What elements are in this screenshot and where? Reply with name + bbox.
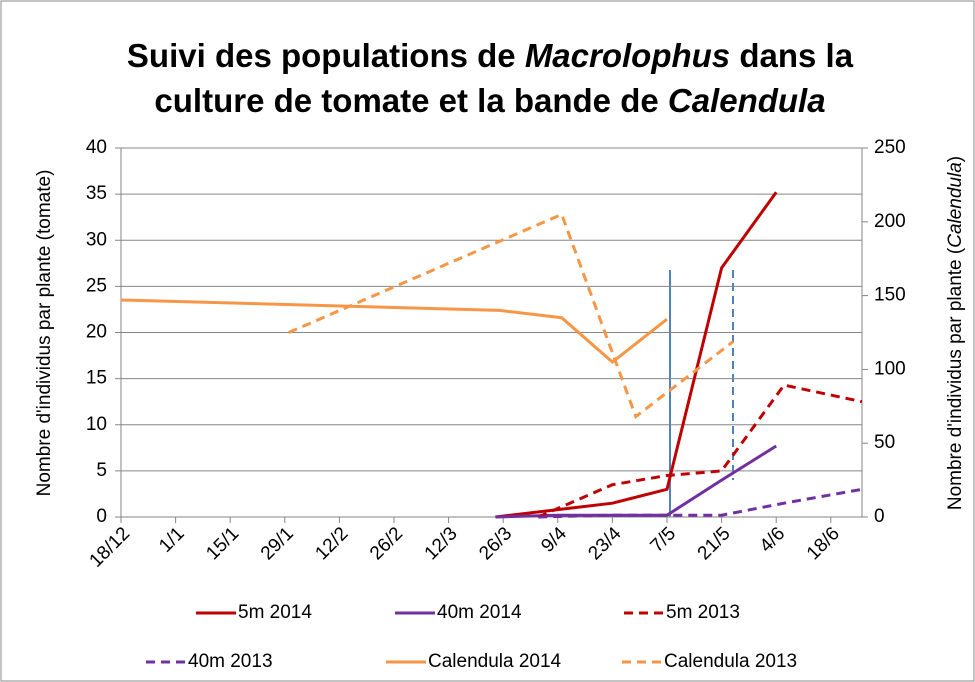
y2-tick-label: 250 — [874, 137, 906, 158]
title-part: dans la — [730, 37, 854, 74]
y2-tick-label: 100 — [874, 358, 906, 379]
series-line — [495, 191, 778, 519]
legend-label: Calendula 2014 — [428, 651, 562, 672]
series-line — [288, 212, 735, 420]
series-line — [538, 487, 863, 519]
y-tick-label: 5 — [96, 460, 107, 481]
legend-label: 5m 2013 — [666, 602, 740, 623]
label-part: Calendula — [945, 162, 966, 248]
label-part: ) — [945, 156, 966, 162]
title-part: culture de tomate et la bande de — [154, 82, 667, 119]
y2-tick-label: 200 — [874, 211, 906, 232]
y-tick-label: 15 — [86, 368, 107, 389]
y-axis-label: Nombre d'individus par plante (tomate) — [34, 170, 55, 497]
y-tick-label: 30 — [86, 229, 107, 250]
series-line — [537, 383, 863, 519]
y2-tick-label: 150 — [874, 285, 906, 306]
title-part: Macrolophus — [525, 37, 730, 74]
chart-title-line: Suivi des populations de Macrolophus dan… — [127, 37, 854, 74]
series-line — [495, 444, 777, 519]
legend-label: 40m 2013 — [188, 651, 273, 672]
y2-tick-label: 50 — [874, 432, 895, 453]
y-tick-label: 25 — [86, 275, 107, 296]
legend-label: Calendula 2013 — [664, 651, 797, 672]
legend-label: 40m 2014 — [437, 602, 522, 623]
y-tick-label: 20 — [86, 322, 107, 343]
y2-axis-label: Nombre d'individus par plante (Calendula… — [945, 156, 966, 510]
title-part: Suivi des populations de — [127, 37, 525, 74]
series-line — [120, 298, 668, 364]
chart-title-line: culture de tomate et la bande de Calendu… — [154, 82, 825, 119]
label-part: Nombre d'individus par plante ( — [945, 247, 966, 510]
y-tick-label: 10 — [86, 414, 107, 435]
legend-label: 5m 2014 — [238, 602, 312, 623]
y-tick-label: 35 — [86, 183, 107, 204]
y-tick-label: 0 — [96, 506, 107, 527]
title-part: Calendula — [668, 82, 826, 119]
y2-tick-label: 0 — [874, 506, 885, 527]
y-tick-label: 40 — [86, 137, 107, 158]
